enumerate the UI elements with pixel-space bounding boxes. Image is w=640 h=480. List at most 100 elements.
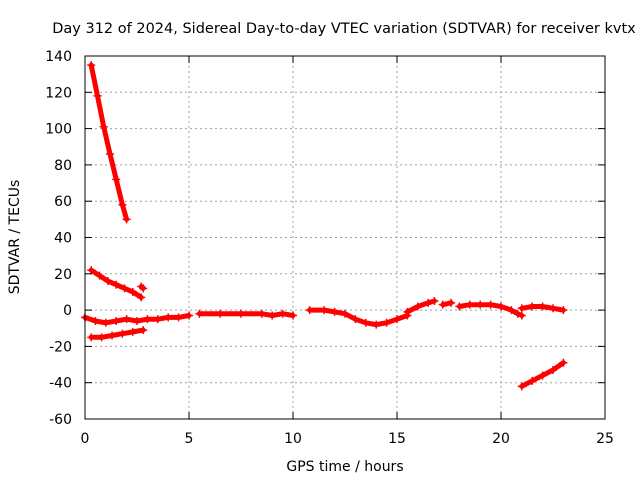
- x-tick-label: 5: [185, 431, 194, 447]
- data-point: [174, 313, 183, 322]
- data-series: [81, 61, 568, 391]
- x-tick-label: 20: [492, 431, 510, 447]
- data-point: [122, 215, 131, 224]
- series-segment: [403, 297, 439, 316]
- x-tick-label: 25: [596, 431, 614, 447]
- x-tick-label: 10: [284, 431, 302, 447]
- y-tick-label: 60: [54, 194, 72, 210]
- axis-ticks: 0 5 10 15 20 25 -60 -40 -20 0 20 40 60 80 100 120 140: [45, 49, 614, 447]
- data-point: [507, 306, 516, 315]
- data-point: [103, 277, 112, 286]
- data-point: [101, 318, 110, 327]
- data-point: [93, 91, 102, 100]
- data-point: [430, 297, 439, 306]
- series-segment: [517, 358, 568, 391]
- data-point: [139, 284, 148, 293]
- series-segment: [87, 266, 146, 302]
- data-point: [120, 284, 129, 293]
- data-point: [237, 309, 245, 318]
- y-tick-label: 80: [54, 158, 72, 174]
- series-trace: [404, 298, 437, 315]
- data-point: [112, 280, 121, 289]
- data-point: [341, 309, 349, 318]
- data-point: [528, 376, 537, 385]
- data-point: [455, 302, 464, 311]
- data-point: [382, 318, 391, 327]
- data-point: [289, 311, 297, 320]
- series-segment: [305, 306, 412, 329]
- data-point: [278, 309, 287, 318]
- series-segment: [87, 61, 131, 224]
- x-tick-label: 15: [388, 431, 406, 447]
- data-point: [330, 307, 339, 316]
- data-point: [216, 309, 225, 318]
- data-point: [549, 365, 557, 374]
- data-point: [185, 311, 193, 320]
- series-trace: [307, 307, 410, 328]
- data-point: [139, 326, 148, 335]
- data-point: [118, 200, 127, 209]
- data-point: [476, 300, 485, 309]
- data-point: [372, 320, 381, 329]
- series-segment: [137, 282, 148, 293]
- series-segment: [81, 311, 193, 327]
- data-point: [486, 300, 495, 309]
- data-point: [351, 315, 360, 324]
- data-point: [118, 329, 127, 338]
- y-tick-label: 100: [45, 122, 72, 138]
- data-point: [497, 302, 505, 311]
- grid: [85, 56, 605, 419]
- data-point: [424, 298, 433, 307]
- data-point: [108, 331, 117, 340]
- data-point: [257, 309, 266, 318]
- series-trace: [88, 62, 130, 222]
- y-tick-label: -20: [49, 339, 72, 355]
- data-point: [143, 315, 152, 324]
- data-point: [97, 333, 106, 342]
- data-point: [137, 293, 146, 302]
- data-point: [87, 333, 96, 342]
- data-point: [447, 298, 456, 307]
- data-point: [112, 316, 121, 325]
- y-axis-label: SDTVAR / TECUs: [7, 180, 23, 295]
- data-point: [559, 306, 568, 315]
- y-tick-label: 140: [45, 49, 72, 65]
- data-point: [128, 327, 137, 336]
- data-point: [361, 318, 370, 327]
- series-segment: [517, 302, 568, 315]
- data-point: [153, 315, 162, 324]
- data-point: [517, 311, 526, 320]
- data-point: [517, 382, 526, 391]
- y-tick-label: 0: [63, 303, 72, 319]
- data-point: [99, 122, 108, 131]
- y-tick-label: 20: [54, 267, 72, 283]
- data-point: [87, 61, 96, 70]
- x-axis-label: GPS time / hours: [286, 459, 403, 475]
- data-point: [122, 315, 131, 324]
- series-segment: [455, 300, 526, 320]
- data-point: [268, 311, 277, 320]
- data-point: [195, 309, 204, 318]
- data-point: [538, 302, 547, 311]
- data-point: [413, 302, 422, 311]
- data-point: [538, 371, 547, 380]
- data-point: [164, 313, 173, 322]
- y-tick-label: 120: [45, 85, 72, 101]
- data-point: [320, 306, 329, 315]
- series-segment: [195, 309, 297, 320]
- series-segment: [87, 326, 148, 342]
- data-point: [438, 300, 447, 309]
- data-point: [465, 300, 474, 309]
- chart-title: Day 312 of 2024, Sidereal Day-to-day VTE…: [52, 21, 636, 37]
- y-tick-label: 40: [54, 231, 72, 247]
- data-point: [105, 150, 114, 159]
- data-point: [305, 306, 314, 315]
- data-point: [549, 304, 557, 313]
- data-point: [95, 271, 104, 280]
- data-point: [513, 309, 522, 318]
- data-point: [87, 266, 96, 275]
- data-point: [128, 287, 137, 296]
- data-point: [112, 175, 121, 184]
- data-point: [403, 307, 412, 316]
